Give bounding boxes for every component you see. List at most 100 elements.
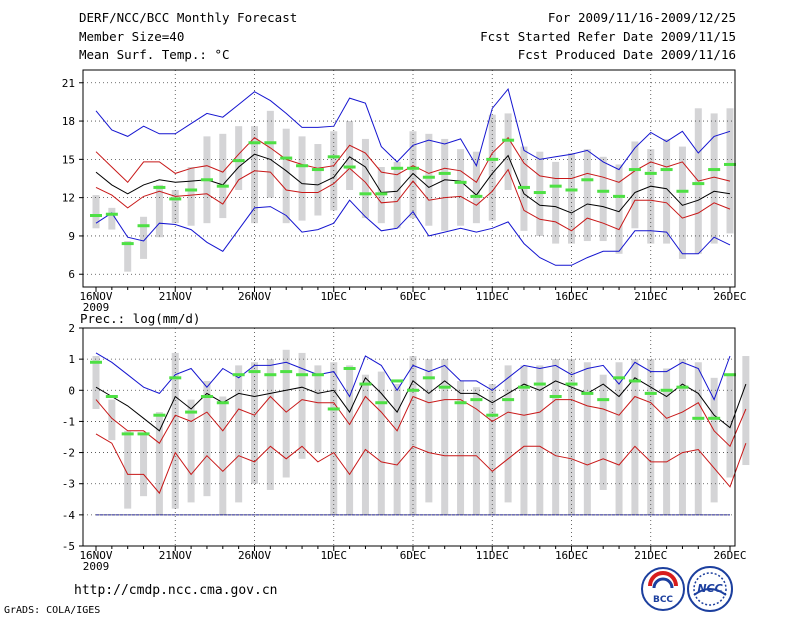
precip-median-marker <box>486 413 499 417</box>
precip-spread-box <box>599 374 607 490</box>
temp-median-marker <box>280 156 293 160</box>
precip-xtick-label: 16DEC <box>555 549 588 562</box>
precip-median-marker <box>280 370 293 374</box>
temp-median-marker <box>438 171 451 175</box>
precip-spread-box <box>615 362 623 515</box>
member-size: Member Size=40 <box>79 29 185 44</box>
temp-median-marker <box>724 162 736 166</box>
precip-median-marker <box>565 382 578 386</box>
temp-xtick-label: 21NOV <box>159 290 192 303</box>
precip-median-marker <box>676 385 689 389</box>
precip-spread-box <box>678 359 686 515</box>
precip-median-marker <box>327 407 340 411</box>
precip-spread-box <box>726 374 734 478</box>
temp-ytick-label: 21 <box>62 77 75 90</box>
temp-frame <box>82 69 736 288</box>
temp-spread-box <box>472 151 480 224</box>
precip-median-marker <box>200 395 213 399</box>
temp-median-marker <box>185 188 198 192</box>
precip-spread-box <box>314 365 322 453</box>
temp-xtick-label: 11DEC <box>476 290 509 303</box>
precip-median-marker <box>692 416 705 420</box>
precip-xtick-label: 26NOV <box>238 549 271 562</box>
precip-spread-box <box>298 352 306 459</box>
temp-median-marker <box>200 178 213 182</box>
precip-spread-box <box>457 380 465 515</box>
temp-median-marker <box>391 166 404 170</box>
temp-spread-box <box>647 149 655 244</box>
temp-xtick-sublabel: 2009 <box>83 301 110 314</box>
precip-spread-box <box>108 399 116 441</box>
precip-median-marker <box>232 373 245 377</box>
temp-median-marker <box>708 168 721 172</box>
precip-spread-box <box>251 362 258 484</box>
temp-ytick-label: 15 <box>62 153 75 166</box>
precip-spread-box <box>219 396 227 515</box>
temp-spread-box <box>266 110 274 198</box>
temp-spread-box <box>441 138 449 231</box>
temp-spread-box <box>155 184 163 238</box>
temp-spread-box <box>599 156 607 242</box>
temp-spread-box <box>235 126 243 190</box>
precip-spread-box <box>266 359 274 490</box>
temp-spread-box <box>140 216 148 259</box>
temp-median-marker <box>105 212 118 216</box>
precip-ytick-label: -3 <box>62 478 75 491</box>
temp-spread-box <box>504 113 512 190</box>
source-url[interactable]: http://cmdp.ncc.cma.gov.cn <box>74 583 278 598</box>
temp-median-marker <box>359 192 372 196</box>
temp-spread-box <box>108 207 116 230</box>
precip-median-marker <box>90 360 102 364</box>
forecast-period: For 2009/11/16-2009/12/25 <box>547 10 736 25</box>
temp-median-marker <box>486 157 499 161</box>
temp-spread-box <box>361 138 369 219</box>
precip-median-marker <box>121 432 134 436</box>
precip-ytick-label: -2 <box>62 447 75 460</box>
precip-lower-line <box>95 433 747 495</box>
temp-xtick-label: 6DEC <box>400 290 427 303</box>
precip-spread-box <box>361 374 369 515</box>
precip-median-marker <box>169 376 182 380</box>
precip-spread-box <box>203 380 211 497</box>
precip-spread-box <box>742 356 750 466</box>
ncc-logo: NCC <box>687 566 733 612</box>
precip-median-marker <box>248 370 261 374</box>
precip-spread-box <box>694 362 702 515</box>
temp-spread-box <box>488 114 496 221</box>
temp-spread-box <box>663 138 671 244</box>
temp-median-marker <box>692 182 705 186</box>
precip-panel-title: Prec.: log(mm/d) <box>80 311 201 326</box>
temp-median-marker <box>597 189 610 193</box>
temp-lower-line <box>95 167 731 232</box>
temp-median-marker <box>327 155 340 159</box>
temp-xtick-label: 26DEC <box>713 290 746 303</box>
precip-spread-box <box>441 359 449 515</box>
precip-median-marker <box>185 410 198 414</box>
precip-xtick-label: 11DEC <box>476 549 509 562</box>
temp-spread-box <box>726 108 734 234</box>
precip-median-marker <box>311 373 324 377</box>
temp-median-marker <box>137 224 150 228</box>
chart-title: DERF/NCC/BCC Monthly Forecast <box>79 10 298 25</box>
temp-ytick-label: 18 <box>62 115 75 128</box>
temp-xtick-label: 26NOV <box>238 290 271 303</box>
grads-credit: GrADS: COLA/IGES <box>4 605 101 616</box>
precip-ytick-label: -1 <box>62 415 75 428</box>
precip-median-marker <box>502 398 515 402</box>
precip-median-marker <box>644 391 657 395</box>
precip-median-marker <box>724 373 736 377</box>
temp-spread-box <box>298 136 306 221</box>
temp-spread-box <box>124 241 132 272</box>
temp-spread-box <box>631 141 639 229</box>
precip-xtick-label: 26DEC <box>713 549 746 562</box>
produced-date: Fcst Produced Date 2009/11/16 <box>517 47 736 62</box>
temp-max-line <box>95 88 731 171</box>
variable-label: Mean Surf. Temp.: °C <box>79 47 230 62</box>
precip-spread-box <box>171 352 179 509</box>
precip-spread-box <box>425 359 433 503</box>
precip-median-marker <box>359 382 372 386</box>
temp-median-marker <box>407 166 419 170</box>
precip-median-marker <box>470 398 483 402</box>
temp-xtick-label: 1DEC <box>321 290 348 303</box>
